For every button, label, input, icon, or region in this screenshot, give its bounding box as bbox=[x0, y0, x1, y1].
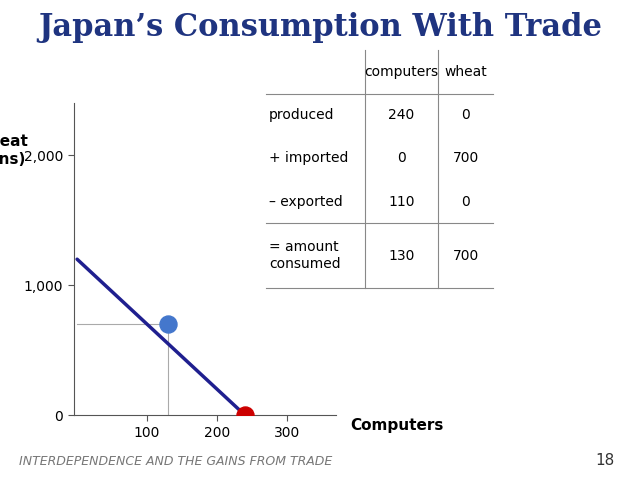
Text: = amount
consumed: = amount consumed bbox=[269, 240, 340, 271]
Text: – exported: – exported bbox=[269, 194, 342, 209]
Text: Computers: Computers bbox=[350, 418, 444, 433]
Text: 700: 700 bbox=[452, 151, 479, 166]
Text: Wheat
(tons): Wheat (tons) bbox=[0, 134, 28, 167]
Text: Japan’s Consumption With Trade: Japan’s Consumption With Trade bbox=[38, 12, 602, 43]
Text: 110: 110 bbox=[388, 194, 415, 209]
Text: wheat: wheat bbox=[444, 65, 487, 79]
Text: 0: 0 bbox=[397, 151, 406, 166]
Text: INTERDEPENDENCE AND THE GAINS FROM TRADE: INTERDEPENDENCE AND THE GAINS FROM TRADE bbox=[19, 455, 332, 468]
Text: 0: 0 bbox=[461, 108, 470, 122]
Text: produced: produced bbox=[269, 108, 334, 122]
Point bbox=[163, 320, 173, 328]
Text: 240: 240 bbox=[388, 108, 415, 122]
Point bbox=[240, 411, 250, 419]
Text: 130: 130 bbox=[388, 249, 415, 263]
Text: + imported: + imported bbox=[269, 151, 348, 166]
Text: 700: 700 bbox=[452, 249, 479, 263]
Text: 18: 18 bbox=[595, 453, 614, 468]
Text: computers: computers bbox=[365, 65, 438, 79]
Text: 0: 0 bbox=[461, 194, 470, 209]
